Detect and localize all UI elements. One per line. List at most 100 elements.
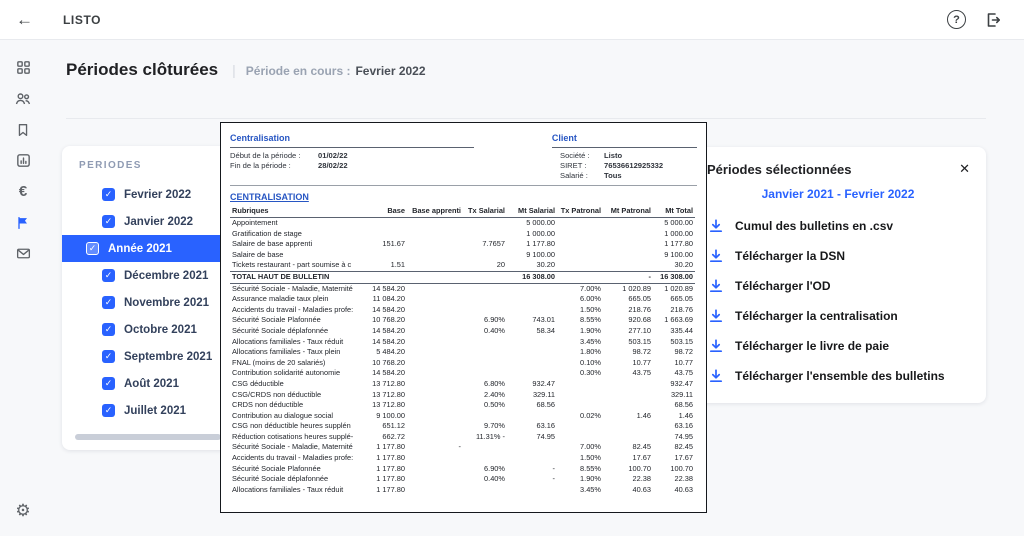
preview-table-title: CENTRALISATION <box>230 192 309 202</box>
period-label: Août 2021 <box>124 377 179 390</box>
employees-icon[interactable] <box>7 83 39 114</box>
preview-header: Centralisation Client <box>230 128 697 148</box>
checkbox-checked-icon[interactable]: ✓ <box>102 377 115 390</box>
period-list-item[interactable]: ✓ Novembre 2021 <box>62 289 254 316</box>
dashboard-icon[interactable] <box>7 52 39 83</box>
period-list-item[interactable]: ✓ Septembre 2021 <box>62 343 254 370</box>
table-cell: 0.30% <box>580 368 601 378</box>
table-cell <box>603 218 653 229</box>
table-cell: 40.63 <box>632 484 652 494</box>
table-cell: 503.15 <box>628 336 651 346</box>
table-cell: 43.75 <box>674 368 694 378</box>
table-cell <box>407 337 463 348</box>
back-arrow-icon[interactable]: ← <box>16 10 33 29</box>
period-list-item[interactable]: ✓ Fevrier 2022 <box>62 181 254 208</box>
table-cell <box>407 229 463 240</box>
checkbox-checked-icon[interactable]: ✓ <box>102 188 115 201</box>
bookmark-icon[interactable] <box>7 114 39 145</box>
help-icon[interactable]: ? <box>947 10 966 29</box>
reports-icon[interactable] <box>7 145 39 176</box>
checkbox-checked-icon[interactable]: ✓ <box>102 296 115 309</box>
table-cell: 43.75 <box>632 368 652 378</box>
download-action-item[interactable]: Télécharger le livre de paie <box>690 331 986 361</box>
table-cell: 7.00% <box>580 442 601 452</box>
table-cell: 16 308.00 <box>507 270 557 284</box>
selected-range-link[interactable]: Janvier 2021 - Fevrier 2022 <box>761 187 915 201</box>
table-cell: 329.11 <box>532 389 555 399</box>
table-cell: 7.00% <box>580 283 601 293</box>
download-action-item[interactable]: Télécharger la centralisation <box>690 301 986 331</box>
table-cell: 0.50% <box>484 400 505 410</box>
table-cell: 10 768.20 <box>372 315 405 325</box>
table-cell: 63.16 <box>536 421 556 431</box>
table-cell: 40.63 <box>674 484 694 494</box>
table-cell <box>603 400 653 411</box>
checkbox-checked-icon[interactable]: ✓ <box>102 350 115 363</box>
table-cell: 1 177.80 <box>376 442 405 452</box>
table-cell <box>463 337 507 348</box>
table-cell: 30.20 <box>536 260 556 270</box>
table-cell: 8.55% <box>580 315 601 325</box>
table-cell <box>407 294 463 305</box>
close-icon[interactable]: ✕ <box>959 161 970 176</box>
table-row: CSG/CRDS non déductible 13 712.80 2.40% 329… <box>230 390 695 401</box>
periods-icon[interactable] <box>7 207 39 238</box>
checkbox-checked-icon[interactable]: ✓ <box>102 215 115 228</box>
table-cell: - <box>458 442 461 452</box>
table-cell <box>557 390 603 401</box>
table-cell <box>603 379 653 390</box>
table-cell: 1 177.80 <box>376 484 405 494</box>
table-cell: Réduction cotisations heures supplé- <box>232 431 354 441</box>
settings-gear-icon[interactable]: ⚙ <box>15 501 31 520</box>
period-list-item[interactable]: ✓ Juillet 2021 <box>62 397 254 424</box>
checkbox-checked-icon[interactable]: ✓ <box>102 404 115 417</box>
table-cell: 1 177.80 <box>376 453 405 463</box>
table-cell: Assurance maladie taux plein <box>232 294 329 304</box>
table-cell: 1 663.69 <box>664 315 693 325</box>
table-cell: 100.70 <box>628 463 651 473</box>
table-cell <box>407 326 463 337</box>
table-cell <box>407 250 463 261</box>
table-cell: 0.10% <box>580 357 601 367</box>
period-list-item[interactable]: ✓ Décembre 2021 <box>62 262 254 289</box>
mail-icon[interactable] <box>7 238 39 269</box>
table-cell: TOTAL HAUT DE BULLETIN <box>230 270 357 284</box>
table-cell: 14 584.20 <box>372 325 405 335</box>
download-action-item[interactable]: Télécharger l'OD <box>690 271 986 301</box>
table-cell <box>557 400 603 411</box>
download-action-item[interactable]: Télécharger la DSN <box>690 241 986 271</box>
logout-icon[interactable] <box>984 11 1002 29</box>
period-list-item[interactable]: ✓ Août 2021 <box>62 370 254 397</box>
table-cell: 68.56 <box>536 400 556 410</box>
table-cell: Gratification de stage <box>232 228 302 238</box>
table-cell <box>463 250 507 261</box>
download-action-item[interactable]: Télécharger l'ensemble des bulletins <box>690 361 986 391</box>
table-cell <box>603 250 653 261</box>
payments-icon[interactable]: € <box>18 183 28 200</box>
checkbox-checked-icon[interactable]: ✓ <box>86 242 99 255</box>
period-list-item[interactable]: ✓ Janvier 2022 <box>62 208 254 235</box>
table-cell <box>407 284 463 295</box>
table-cell: 9 100.00 <box>664 249 693 259</box>
sidebar: € ⚙ <box>0 40 46 536</box>
table-cell <box>407 315 463 326</box>
column-header: Mt Total <box>653 205 695 218</box>
table-cell: 665.05 <box>628 294 651 304</box>
horizontal-scrollbar[interactable] <box>75 434 221 440</box>
preview-table-headrow: Rubriques Base Base apprenti Tx Salarial Mt … <box>230 205 695 218</box>
table-cell: 9 100.00 <box>526 249 555 259</box>
checkbox-checked-icon[interactable]: ✓ <box>102 269 115 282</box>
table-cell <box>557 260 603 271</box>
action-label: Cumul des bulletins en .csv <box>735 219 894 233</box>
download-icon <box>708 368 724 384</box>
table-cell: 1 177.80 <box>526 239 555 249</box>
table-cell: 22.38 <box>632 474 652 484</box>
download-action-item[interactable]: Cumul des bulletins en .csv <box>690 211 986 241</box>
table-cell <box>603 229 653 240</box>
table-cell <box>507 347 557 358</box>
table-cell <box>507 337 557 348</box>
table-cell <box>463 305 507 316</box>
checkbox-checked-icon[interactable]: ✓ <box>102 323 115 336</box>
meta-row: SIRET : 76536612925332 <box>560 161 664 170</box>
period-list-item[interactable]: ✓ Octobre 2021 <box>62 316 254 343</box>
